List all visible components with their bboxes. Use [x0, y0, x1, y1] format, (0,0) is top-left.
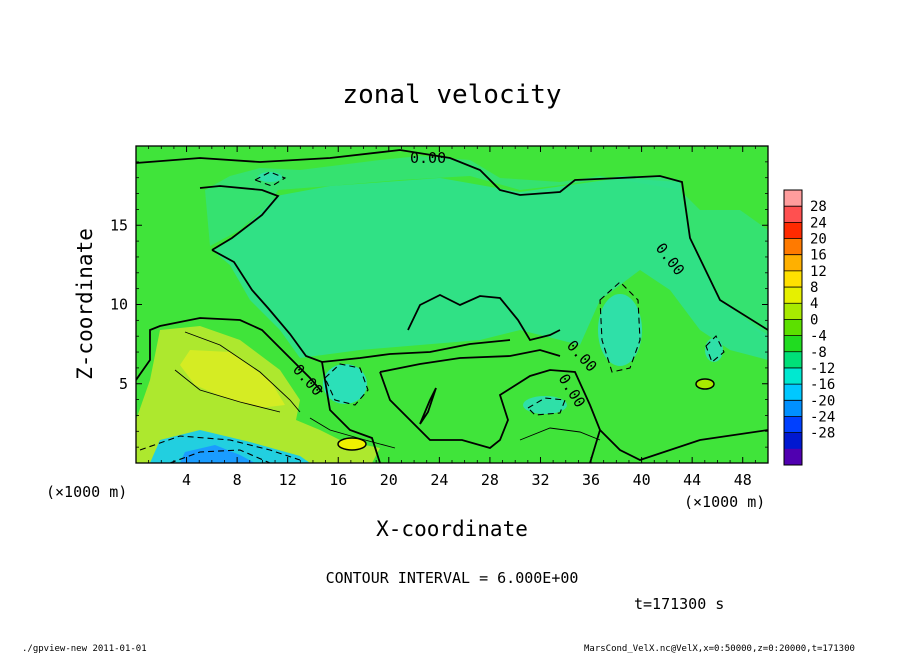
positive-contours: [174, 331, 601, 449]
field-blob-cyan-3: [523, 396, 567, 414]
colorbar-swatch: [784, 384, 802, 401]
colorbar-label: -16: [810, 377, 835, 393]
footer-left: ./gpview-new 2011-01-01: [22, 644, 147, 654]
x-tick-label: 12: [279, 471, 297, 489]
field-region-strong-negative-core: [180, 445, 255, 463]
colorbar-label: 8: [810, 280, 818, 296]
chart-title: zonal velocity: [342, 80, 561, 110]
x-tick-label: 40: [633, 471, 651, 489]
footer-right: MarsCond_VelX.nc@VelX,x=0:50000,z=0:2000…: [584, 644, 855, 654]
colorbar-label: -24: [810, 409, 835, 425]
contour-label: 0.00: [410, 149, 446, 167]
colorbar-frame: [783, 189, 803, 466]
x-axis-label: X-coordinate: [376, 517, 528, 541]
negative-contours: [139, 171, 725, 463]
colorbar-label: -4: [810, 329, 827, 345]
colorbar-swatch: [784, 206, 802, 223]
colorbar-label: 16: [810, 248, 827, 264]
field-region-negative-center: [212, 178, 768, 360]
colorbar-label: -20: [810, 393, 835, 409]
y-tick-label: 10: [110, 296, 128, 314]
colorbar-swatch: [784, 432, 802, 450]
colorbar-swatch: [784, 270, 802, 288]
colorbar-swatch: [784, 238, 802, 256]
colorbar-swatch: [784, 287, 802, 304]
colorbar-label: 24: [810, 215, 827, 231]
colorbar-swatch: [784, 254, 802, 272]
x-tick-label: 36: [582, 471, 600, 489]
x-tick-label: 24: [430, 471, 448, 489]
colorbar-label: 0: [810, 312, 818, 328]
colorbar-label: -12: [810, 361, 835, 377]
x-tick-label: 32: [531, 471, 549, 489]
plot-area: 0.00 0.00 0.00 0.00 0.00: [136, 146, 768, 463]
field-blob-cyan-2: [598, 294, 642, 366]
field-blob-yellow-1: [337, 437, 367, 451]
y-axis-ticks: 5 10 15: [110, 161, 768, 448]
colorbar-swatch: [784, 416, 802, 434]
colorbar-swatch: [784, 367, 802, 385]
x-tick-label: 28: [481, 471, 499, 489]
y-tick-label: 15: [110, 216, 128, 234]
colorbar-swatch: [784, 303, 802, 320]
colorbar-label: 20: [810, 232, 827, 248]
zero-contours: [136, 149, 768, 463]
y-unit-label: (×1000 m): [684, 493, 765, 511]
colorbar-swatch: [784, 351, 802, 369]
field-blob-cyan-5: [258, 172, 282, 182]
contour-interval-text: CONTOUR INTERVAL = 6.000E+00: [326, 569, 579, 587]
colorbar-swatch: [784, 448, 802, 466]
colorbar-swatch: [784, 222, 802, 240]
field-region-positive-core: [180, 350, 285, 408]
colorbar-label: 12: [810, 264, 827, 280]
colorbar-label: 28: [810, 199, 827, 215]
colorbar-swatch: [784, 335, 802, 353]
x-axis-ticks: 4 8 12 16 20 24 28 32 36 40 44 48: [148, 146, 756, 489]
x-tick-label: 20: [380, 471, 398, 489]
x-tick-label: 4: [182, 471, 191, 489]
y-axis-label: Z-coordinate: [73, 228, 97, 380]
y-tick-label: 5: [119, 375, 128, 393]
colorbar-label: 4: [810, 296, 818, 312]
x-tick-label: 16: [329, 471, 347, 489]
x-unit-label: (×1000 m): [46, 483, 127, 501]
colorbar-label: -28: [810, 426, 835, 442]
colorbar-swatch: [784, 319, 802, 337]
colorbar-swatch: [784, 190, 802, 207]
field-blob-cyan-1: [323, 364, 367, 404]
x-tick-label: 48: [734, 471, 752, 489]
field-blob-yellow-2: [695, 378, 715, 390]
colorbar-label: -8: [810, 345, 827, 361]
x-tick-label: 8: [233, 471, 242, 489]
colorbar-swatch: [784, 400, 802, 417]
x-tick-label: 44: [683, 471, 701, 489]
time-stamp: t=171300 s: [634, 595, 724, 613]
